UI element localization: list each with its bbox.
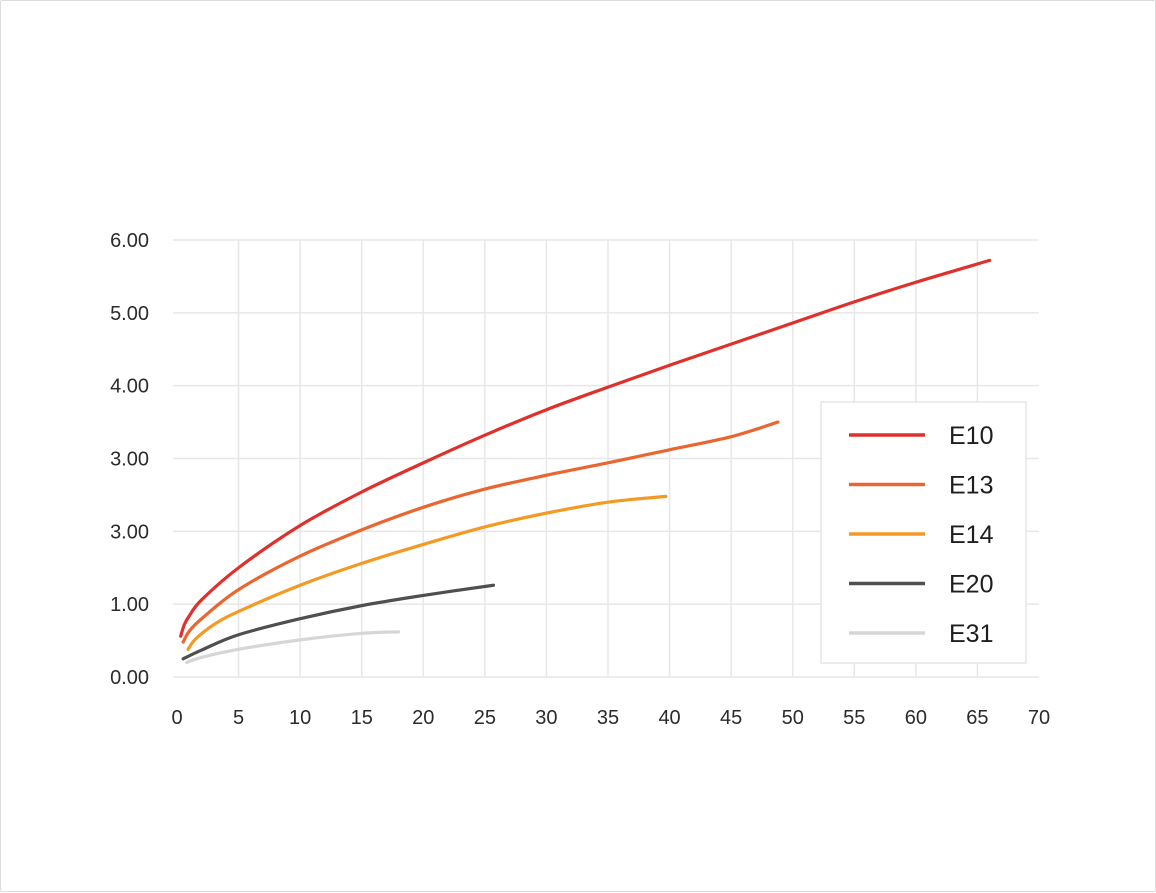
x-tick-label: 5	[233, 707, 244, 729]
series-lines	[179, 258, 992, 665]
legend-label-e31: E31	[949, 620, 993, 648]
y-tick-label: 3.00	[110, 521, 149, 543]
legend-label-e20: E20	[949, 571, 993, 599]
x-tick-label: 10	[289, 707, 311, 729]
series-line-e13	[181, 420, 780, 644]
x-tick-label: 65	[966, 707, 988, 729]
series-line-e20	[181, 583, 496, 661]
y-tick-label: 6.00	[110, 230, 149, 252]
y-tick-label: 4.00	[110, 376, 149, 398]
series-line-e10	[179, 258, 992, 638]
y-tick-label: 5.00	[110, 303, 149, 325]
x-tick-label: 25	[474, 707, 496, 729]
x-tick-label: 50	[782, 707, 804, 729]
x-tick-label: 45	[720, 707, 742, 729]
tick-labels: 0 5 10 15 20 25 30 35 40 45 50 55 60 65 70 0.00 1.00 3.00…	[110, 230, 1050, 729]
legend-label-e13: E13	[949, 472, 993, 500]
x-tick-label: 60	[905, 707, 927, 729]
y-tick-label: 3.00	[110, 449, 149, 471]
x-tick-label: 0	[171, 707, 182, 729]
x-tick-label: 40	[658, 707, 680, 729]
x-tick-label: 30	[535, 707, 557, 729]
series-line-e31	[185, 630, 401, 665]
legend-label-e14: E14	[949, 521, 994, 549]
x-tick-label: 15	[351, 707, 373, 729]
x-tick-label: 70	[1028, 707, 1050, 729]
x-tick-label: 35	[597, 707, 619, 729]
legend: E10 E13 E14 E20 E31	[820, 401, 1027, 664]
x-tick-label: 55	[843, 707, 865, 729]
x-tick-label: 20	[412, 707, 434, 729]
legend-label-e10: E10	[949, 422, 993, 450]
y-tick-label: 1.00	[110, 594, 149, 616]
y-tick-label: 0.00	[110, 667, 149, 689]
series-line-e14	[186, 494, 668, 651]
